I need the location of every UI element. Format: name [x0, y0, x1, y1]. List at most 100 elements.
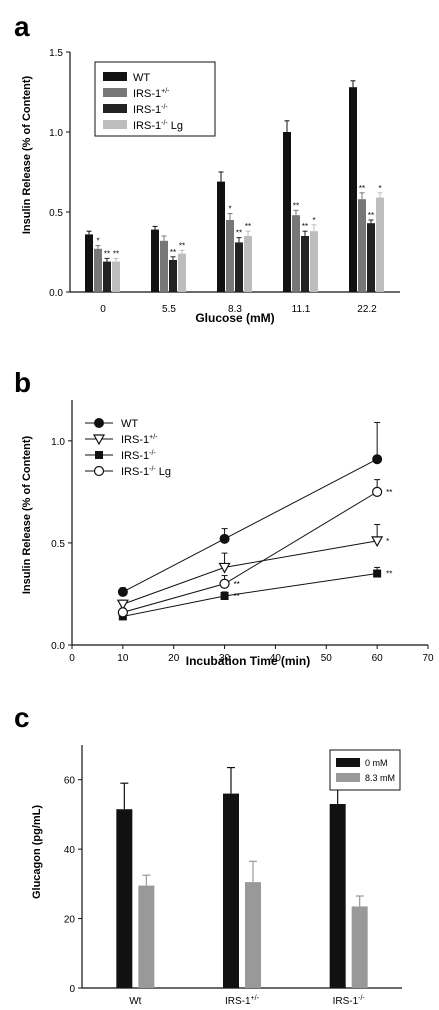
panel-a-bar — [244, 236, 252, 292]
panel-c-bar — [351, 906, 368, 988]
panel-b-point — [95, 451, 103, 459]
panel-b-legend-label: IRS-1-/- — [121, 450, 156, 462]
panel-a-significance-mark: * — [378, 184, 381, 193]
panel-a-significance-mark: ** — [368, 211, 374, 220]
panel-b-xtick-label: 30 — [219, 653, 231, 664]
panel-a-significance-mark: ** — [113, 249, 119, 258]
panel-b-xtick-label: 50 — [321, 653, 333, 664]
panel-a-ytick-label: 1.5 — [49, 48, 63, 59]
panel-b-xtick-label: 60 — [372, 653, 384, 664]
panel-c-legend-label: 0 mM — [365, 758, 388, 768]
panel-c-bar — [245, 882, 261, 988]
panel-b-point — [373, 569, 382, 578]
panel-a-bar — [301, 236, 309, 292]
panel-b-point — [219, 578, 230, 589]
panel-c-ytick-label: 0 — [69, 984, 75, 995]
panel-b-point — [372, 486, 383, 497]
panel-a-bar — [226, 220, 234, 292]
panel-a-bar — [358, 199, 366, 292]
panel-a-bar — [349, 87, 357, 292]
panel-c-legend-label: 8.3 mM — [365, 773, 395, 783]
panel-a-ytick-label: 1.0 — [49, 128, 63, 139]
panel-b-xtick-label: 10 — [117, 653, 129, 664]
panel-label-a: a — [14, 11, 30, 42]
panel-b-significance-mark: ** — [234, 580, 240, 589]
panel-a-ytick-label: 0.0 — [49, 288, 63, 299]
panel-a-legend-label: IRS-1-/- — [133, 104, 168, 116]
panel-b-point — [219, 533, 230, 544]
panel-b-series-line — [122, 458, 378, 593]
panel-a-legend-swatch — [103, 72, 127, 81]
panel-a-xtick-label: 0 — [100, 304, 106, 315]
panel-b-point — [372, 454, 383, 465]
panel-a-bar — [103, 261, 111, 292]
panel-a-legend-swatch — [103, 88, 127, 97]
panel-a-bar — [112, 261, 120, 292]
panel-b-point — [117, 586, 128, 597]
panel-b-ylabel: Insulin Release (% of Content) — [21, 436, 33, 595]
panel-c-ytick-label: 20 — [64, 915, 76, 926]
panel-c-bar — [138, 885, 155, 988]
panel-a-significance-mark: ** — [170, 248, 176, 257]
panel-a-bar — [235, 242, 243, 292]
panel-a-significance-mark: ** — [179, 241, 185, 250]
panel-b-point — [218, 562, 231, 574]
panel-b-significance-mark: ** — [386, 570, 392, 579]
panel-a-legend-swatch — [103, 120, 127, 129]
panel-a-significance-mark: ** — [293, 201, 299, 210]
panel-a-legend-label: IRS-1-/- Lg — [133, 120, 183, 132]
panel-a-bar — [283, 132, 291, 292]
panel-a-bar — [151, 229, 159, 292]
panel-b-ytick-label: 0.0 — [51, 641, 65, 652]
panel-a-significance-mark: * — [96, 237, 99, 246]
panel-a-bar — [178, 253, 186, 292]
panel-a-ylabel: Insulin Release (% of Content) — [21, 76, 33, 235]
panel-a-xtick-label: 8.3 — [228, 304, 242, 315]
panel-label-c: c — [14, 702, 30, 733]
panel-a-bar — [169, 260, 177, 292]
panel-a-bar — [94, 248, 102, 292]
panel-c-xtick-label: Wt — [129, 996, 141, 1007]
panel-a-bar — [310, 231, 318, 292]
panel-b-point — [220, 592, 229, 600]
panel-c-ytick-label: 60 — [64, 776, 76, 787]
panel-a-significance-mark: ** — [236, 229, 242, 238]
panel-b-legend-label: IRS-1+/- — [121, 434, 158, 446]
panel-label-b: b — [14, 367, 31, 398]
panel-a-bar — [367, 223, 375, 292]
panel-a-significance-mark: ** — [302, 222, 308, 231]
panel-b-xtick-label: 40 — [270, 653, 282, 664]
panel-c-legend-swatch — [336, 773, 360, 782]
panel-a-bar — [376, 197, 384, 292]
panel-b-ytick-label: 1.0 — [51, 437, 65, 448]
panel-a-bar — [217, 181, 225, 292]
panel-c-bar — [329, 804, 346, 988]
panel-a-significance-mark: * — [312, 216, 315, 225]
panel-b: b Insulin Release (% of Content) Incubat… — [14, 367, 434, 668]
panel-b-ytick-label: 0.5 — [51, 539, 65, 550]
panel-c-legend-box — [329, 749, 401, 791]
panel-a-xtick-label: 11.1 — [292, 304, 311, 315]
panel-b-xtick-label: 20 — [168, 653, 180, 664]
panel-b-point — [371, 536, 384, 548]
panel-c-xtick-label: IRS-1+/- — [225, 995, 260, 1007]
panel-a-bar — [292, 215, 300, 292]
panel-c-ylabel: Glucagon (pg/mL) — [31, 805, 43, 899]
panel-b-point — [93, 465, 105, 477]
panel-a-significance-mark: * — [228, 205, 231, 214]
panel-c-bar — [223, 793, 239, 988]
panel-a-legend-label: WT — [133, 72, 150, 84]
panel-b-point — [116, 599, 129, 611]
panel-a-xlabel: Glucose (mM) — [195, 311, 274, 325]
panel-c-bar — [116, 809, 133, 988]
panel-b-significance-mark: ** — [386, 488, 392, 497]
panel-b-xlabel: Incubation Time (min) — [186, 654, 310, 668]
panel-a-legend-label: IRS-1+/- — [133, 88, 170, 100]
panel-b-significance-mark: * — [386, 537, 389, 546]
panel-a-xtick-label: 22.2 — [357, 304, 377, 315]
panel-b-xtick-label: 0 — [69, 653, 75, 664]
panel-a-legend-swatch — [103, 104, 127, 113]
panel-a-significance-mark: ** — [245, 222, 251, 231]
panel-a-significance-mark: ** — [104, 249, 110, 258]
